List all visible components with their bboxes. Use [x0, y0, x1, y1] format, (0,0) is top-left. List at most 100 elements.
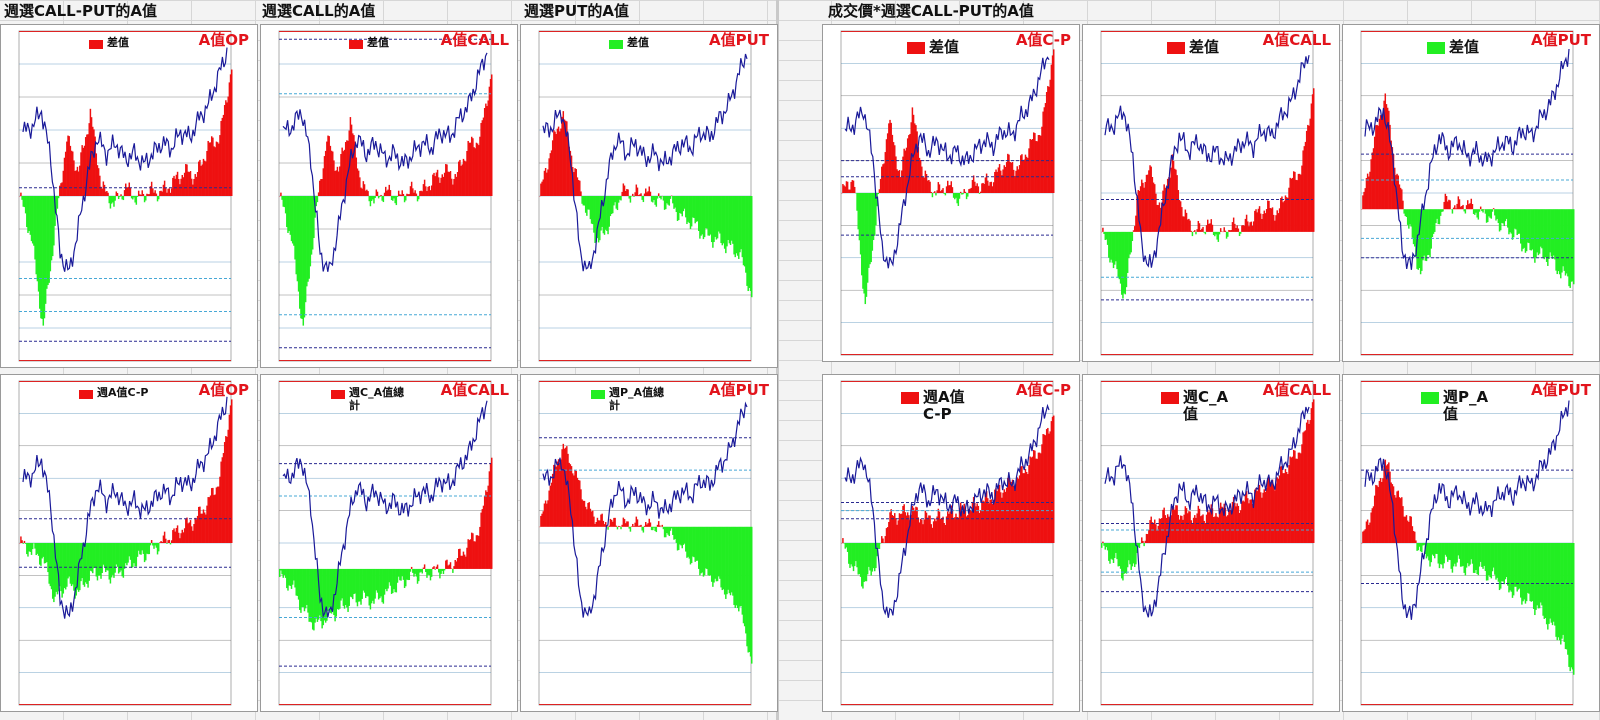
- area-bar: [983, 501, 985, 543]
- area-bar: [634, 192, 636, 196]
- area-bar: [487, 485, 489, 569]
- area-bar: [1454, 205, 1456, 210]
- area-bar: [436, 169, 439, 196]
- area-bar: [370, 196, 373, 202]
- area-bar: [1297, 452, 1300, 543]
- area-bar: [1461, 206, 1463, 210]
- area-bar: [736, 526, 739, 609]
- area-bar: [1282, 473, 1284, 543]
- area-bar: [79, 543, 81, 591]
- area-bar: [699, 196, 701, 239]
- area-bar: [315, 568, 317, 619]
- legend-label: 差值: [627, 36, 649, 49]
- area-bar: [92, 543, 94, 574]
- area-bar: [27, 196, 29, 233]
- area-bar: [1243, 225, 1245, 232]
- area-bar: [1430, 209, 1432, 249]
- area-bar: [1504, 543, 1507, 580]
- area-bar: [1264, 491, 1267, 543]
- area-bar: [586, 196, 588, 216]
- area-bar: [436, 564, 439, 569]
- area-bar: [674, 526, 676, 539]
- area-bar: [1377, 125, 1379, 210]
- area-bar: [581, 196, 583, 204]
- area-bar: [692, 196, 694, 218]
- price-line: [844, 403, 1050, 618]
- area-bar: [701, 526, 704, 573]
- area-bar: [166, 543, 168, 544]
- area-bar: [1210, 219, 1213, 232]
- area-bar: [1568, 209, 1570, 287]
- area-bar: [870, 543, 872, 576]
- area-bar: [850, 543, 852, 565]
- area-bar: [145, 543, 147, 561]
- area-bar: [189, 520, 192, 543]
- area-bar: [465, 556, 467, 569]
- area-bar: [1136, 196, 1138, 232]
- area-bar: [126, 543, 128, 566]
- area-bar: [1451, 543, 1454, 573]
- area-bar: [685, 526, 687, 552]
- area-bar: [719, 526, 721, 579]
- area-bar: [959, 191, 962, 193]
- area-bar: [915, 125, 917, 193]
- area-bar: [81, 145, 83, 196]
- area-bar: [862, 193, 864, 289]
- area-bar: [1196, 513, 1198, 543]
- area-bar: [1536, 209, 1538, 253]
- area-bar: [570, 155, 573, 196]
- area-bar: [1399, 187, 1402, 210]
- area-bar: [99, 175, 101, 196]
- area-bar: [1051, 55, 1054, 193]
- area-bar: [429, 568, 432, 581]
- area-bar: [195, 176, 198, 196]
- area-bar: [397, 568, 400, 577]
- area-bar: [897, 520, 900, 543]
- area-bar: [1044, 103, 1047, 193]
- area-bar: [175, 527, 178, 543]
- area-bar: [301, 568, 303, 608]
- area-bar: [1426, 209, 1429, 256]
- area-bar: [1204, 523, 1207, 543]
- area-bar: [122, 196, 125, 201]
- area-bar: [1569, 543, 1571, 672]
- area-bar: [713, 526, 715, 583]
- area-bar: [1515, 543, 1517, 587]
- area-bar: [405, 568, 407, 587]
- area-bar: [652, 526, 654, 531]
- area-bar: [117, 543, 120, 574]
- area-bar: [689, 196, 692, 230]
- area-bar: [375, 189, 378, 196]
- area-bar: [979, 510, 982, 543]
- price-line: [542, 53, 748, 272]
- area-bar: [1465, 205, 1468, 210]
- area-bar: [1036, 458, 1038, 543]
- area-bar: [1138, 190, 1141, 232]
- area-bar: [30, 196, 33, 242]
- area-bar: [1288, 187, 1290, 232]
- area-bar: [57, 196, 60, 199]
- area-bar: [1558, 209, 1561, 275]
- area-bar: [1298, 452, 1301, 543]
- area-bar: [1555, 209, 1557, 271]
- area-bar: [1372, 148, 1375, 210]
- area-bar: [387, 568, 389, 589]
- area-bar: [1410, 516, 1412, 543]
- area-bar: [1250, 221, 1253, 232]
- area-bar: [31, 543, 34, 550]
- area-bar: [361, 188, 363, 196]
- area-bar: [1222, 507, 1224, 543]
- area-bar: [72, 543, 74, 585]
- area-bar: [928, 179, 930, 193]
- area-bar: [1511, 543, 1514, 598]
- area-bar: [1201, 515, 1203, 543]
- area-bar: [449, 562, 452, 569]
- area-bar: [875, 543, 877, 569]
- area-bar: [555, 466, 557, 527]
- area-bar: [1009, 161, 1011, 193]
- area-bar: [165, 187, 167, 196]
- area-bar: [1281, 196, 1283, 232]
- area-bar: [458, 549, 460, 569]
- area-bar: [643, 525, 646, 527]
- area-bar: [1274, 490, 1276, 543]
